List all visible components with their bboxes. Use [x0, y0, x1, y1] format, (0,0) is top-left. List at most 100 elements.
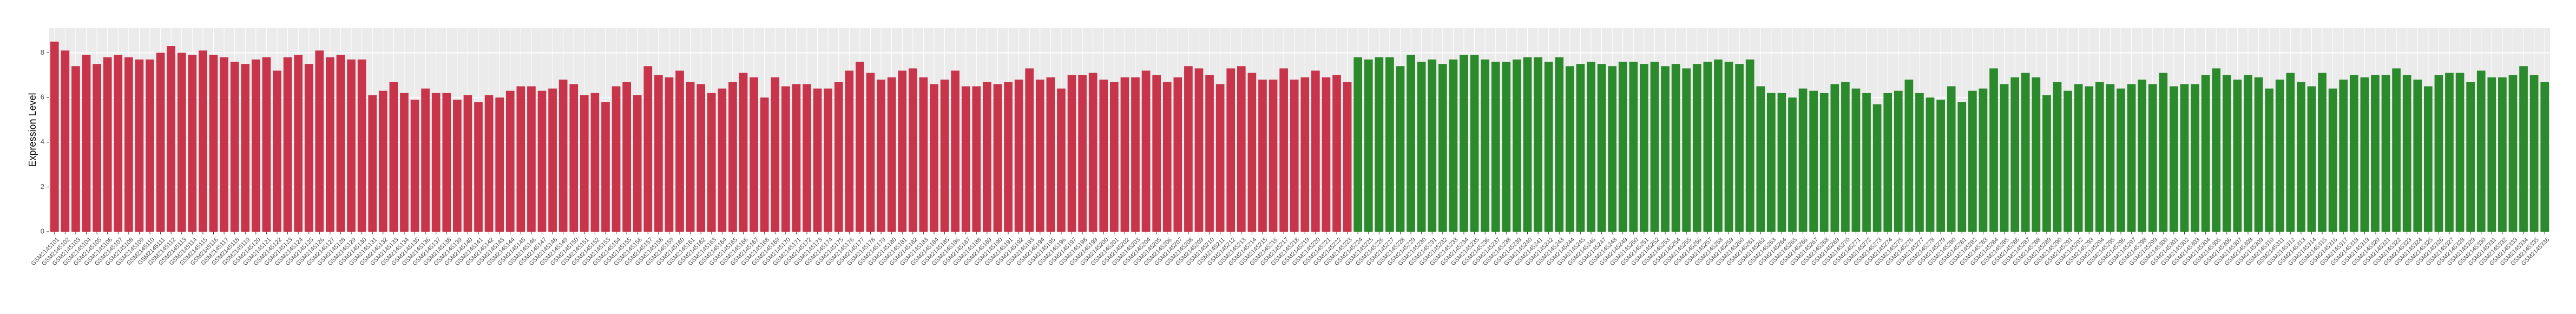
bar: [1141, 70, 1151, 232]
bar: [675, 70, 684, 232]
bar: [1449, 59, 1458, 232]
bar: [2254, 77, 2263, 232]
bar: [1162, 82, 1172, 232]
bar: [1513, 59, 1521, 232]
bar: [1057, 88, 1066, 232]
bar: [1152, 75, 1161, 232]
bar: [2222, 75, 2231, 232]
bar: [834, 82, 843, 232]
bar: [919, 77, 928, 232]
bar: [1046, 77, 1055, 232]
bar: [2508, 75, 2518, 232]
bar: [1215, 84, 1225, 232]
bar: [866, 73, 875, 232]
bar: [1735, 64, 1744, 232]
bar: [2360, 77, 2369, 232]
bar: [845, 70, 854, 232]
bar: [2138, 80, 2146, 232]
bar: [2159, 73, 2168, 232]
bar: [1332, 75, 1341, 232]
bar: [612, 86, 621, 232]
bar: [2244, 75, 2252, 232]
bar: [484, 95, 494, 232]
bar: [220, 57, 228, 232]
bar: [1311, 70, 1320, 232]
bar: [2053, 82, 2062, 232]
bar: [167, 46, 176, 232]
bar: [273, 70, 281, 232]
bar: [368, 95, 377, 232]
bar: [2392, 68, 2401, 232]
bar: [590, 93, 600, 232]
bar: [1184, 66, 1193, 232]
bar: [1671, 64, 1680, 232]
bar: [1025, 68, 1034, 232]
bar: [2498, 77, 2507, 232]
bar: [2074, 84, 2083, 232]
bar: [2095, 82, 2104, 232]
bar: [1957, 102, 1967, 232]
bar: [505, 90, 515, 232]
bar: [1544, 61, 1553, 232]
bar: [50, 41, 59, 232]
bar: [993, 84, 1002, 232]
bar: [2233, 80, 2242, 232]
bar: [1502, 61, 1511, 232]
bar: [1194, 68, 1204, 232]
bar: [718, 88, 727, 232]
bar: [2349, 75, 2358, 232]
bar: [2402, 75, 2411, 232]
bar: [474, 102, 483, 232]
bar: [2275, 80, 2284, 232]
bar: [1936, 100, 1945, 232]
bar: [516, 86, 525, 232]
bar: [2170, 86, 2178, 232]
bar: [1682, 68, 1691, 232]
bar: [887, 77, 896, 232]
bar: [1830, 84, 1839, 232]
bar: [230, 61, 239, 232]
bar: [707, 93, 716, 232]
bar: [1608, 66, 1616, 232]
y-tick-label: 4: [41, 138, 44, 146]
bar: [1904, 80, 1914, 232]
bar: [357, 59, 366, 232]
bar: [71, 66, 80, 232]
bar: [2487, 77, 2496, 232]
bar: [1247, 73, 1257, 232]
bar: [315, 50, 324, 232]
bar: [495, 97, 504, 232]
bar: [1703, 61, 1712, 232]
bar: [2381, 75, 2390, 232]
bar: [1279, 68, 1288, 232]
bar: [2529, 75, 2539, 232]
bar: [251, 59, 260, 232]
bar: [1597, 64, 1606, 232]
bar: [983, 82, 991, 232]
bar: [2085, 86, 2094, 232]
bar: [431, 93, 441, 232]
bar: [2371, 75, 2380, 232]
bar: [1237, 66, 1246, 232]
bar: [1926, 97, 1935, 232]
bar: [124, 57, 133, 232]
bar: [1661, 66, 1670, 232]
bar: [1269, 80, 1278, 232]
bar: [304, 64, 313, 232]
bar: [750, 77, 758, 232]
bar: [1989, 68, 1998, 232]
bar: [453, 100, 462, 232]
bar: [2339, 80, 2348, 232]
bar: [188, 55, 197, 232]
bar: [1555, 57, 1564, 232]
bar: [1714, 59, 1723, 232]
bar: [1438, 64, 1447, 232]
bar: [1491, 61, 1500, 232]
bar: [2265, 88, 2273, 232]
bar: [696, 84, 706, 232]
bar: [135, 59, 144, 232]
bar: [463, 95, 472, 232]
bar: [347, 59, 356, 232]
bar: [1353, 57, 1363, 232]
